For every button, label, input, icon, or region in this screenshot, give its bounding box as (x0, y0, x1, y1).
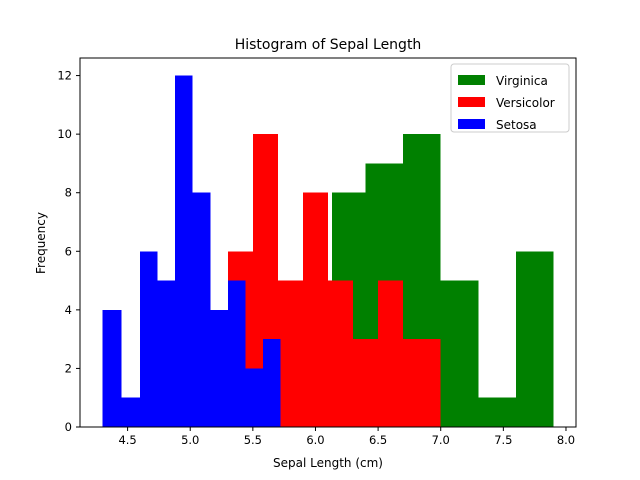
x-tick-label: 5.0 (181, 433, 199, 447)
legend-label-virginica: Virginica (496, 74, 548, 88)
bar-versicolor-6 (378, 280, 404, 427)
y-tick-label: 6 (65, 244, 72, 258)
legend: Virginica Versicolor Setosa (450, 63, 570, 133)
bar-versicolor-4 (328, 280, 354, 427)
bar-setosa-9 (262, 339, 281, 427)
bar-setosa-7 (227, 280, 246, 427)
x-tick-label: 5.5 (244, 433, 262, 447)
legend-swatch-virginica (458, 75, 485, 85)
x-tick-label: 8.0 (557, 433, 575, 447)
y-tick-label: 12 (57, 69, 72, 83)
x-tick-label: 7.0 (432, 433, 450, 447)
bar-versicolor-5 (353, 339, 379, 427)
bar-setosa-1 (121, 397, 141, 427)
y-axis-label: Frequency (34, 212, 48, 274)
bar-virginica-5 (515, 251, 554, 427)
legend-label-versicolor: Versicolor (496, 96, 555, 110)
legend-label-setosa: Setosa (496, 118, 537, 132)
legend-swatch-versicolor (458, 97, 485, 107)
bars-layer (102, 75, 554, 428)
bar-virginica-4 (478, 397, 516, 427)
y-tick-label: 2 (65, 361, 72, 375)
x-tick-label: 7.5 (494, 433, 512, 447)
plot-frame (79, 57, 577, 428)
x-tick-label: 6.5 (369, 433, 387, 447)
bar-versicolor-3 (302, 192, 328, 427)
bar-versicolor-8 (428, 339, 441, 427)
bar-versicolor-7 (403, 339, 429, 427)
y-tick-label: 10 (57, 127, 72, 141)
bar-setosa-2 (140, 251, 158, 427)
bar-setosa-4 (175, 75, 193, 428)
axes-layer: 4.5 5.0 5.5 6.0 6.5 7.0 7.5 8.0 0 2 4 6 8 10 12 (57, 57, 577, 447)
bar-virginica-3 (440, 280, 479, 427)
bar-setosa-8 (245, 368, 263, 427)
bar-versicolor-2 (277, 280, 303, 427)
bar-setosa-5 (192, 192, 211, 427)
bar-setosa-6 (210, 309, 228, 427)
x-axis-label: Sepal Length (cm) (273, 456, 383, 470)
legend-swatch-setosa (458, 119, 485, 129)
x-tick-label: 4.5 (118, 433, 136, 447)
y-tick-label: 4 (65, 303, 72, 317)
y-tick-label: 8 (65, 186, 72, 200)
x-tick-label: 6.0 (306, 433, 324, 447)
bar-setosa-0 (102, 309, 122, 427)
chart-title: Histogram of Sepal Length (235, 37, 422, 53)
y-tick-label: 0 (65, 420, 72, 434)
bar-setosa-3 (157, 280, 176, 427)
